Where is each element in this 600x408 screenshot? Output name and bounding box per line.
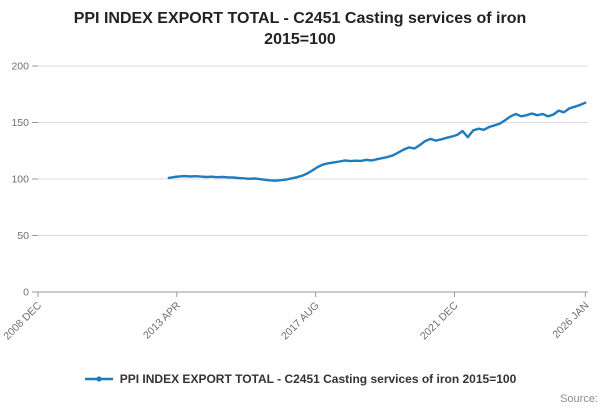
data-series-line	[167, 101, 587, 182]
y-tick-label: 100	[11, 174, 29, 186]
x-tick-label: 2008 DEC	[1, 299, 44, 342]
x-tick-label: 2026 JAN	[550, 300, 591, 341]
chart-title-line1: PPI INDEX EXPORT TOTAL - C2451 Casting s…	[73, 10, 527, 27]
source-label: Source:	[560, 393, 598, 405]
x-tick-label: 2017 AUG	[279, 300, 322, 343]
y-tick-label: 200	[11, 61, 29, 73]
y-tick-label: 0	[23, 287, 29, 299]
y-tick-label: 50	[17, 230, 29, 242]
chart-area: 0 50 100 150 200 2008 DEC 2013 APR 2017 AUG 2021…	[0, 52, 600, 355]
chart-title-line2: 2015=100	[264, 31, 336, 48]
legend: PPI INDEX EXPORT TOTAL - C2451 Casting s…	[0, 372, 600, 386]
y-tick-label: 150	[11, 117, 29, 129]
chart-title: PPI INDEX EXPORT TOTAL - C2451 Casting s…	[0, 8, 600, 50]
line-chart: 0 50 100 150 200 2008 DEC 2013 APR 2017 AUG 2021…	[1, 61, 591, 343]
legend-line-marker	[84, 376, 113, 382]
legend-label: PPI INDEX EXPORT TOTAL - C2451 Casting s…	[119, 372, 517, 386]
x-tick-label: 2013 APR	[141, 299, 183, 341]
x-tick-label: 2021 DEC	[418, 299, 461, 342]
